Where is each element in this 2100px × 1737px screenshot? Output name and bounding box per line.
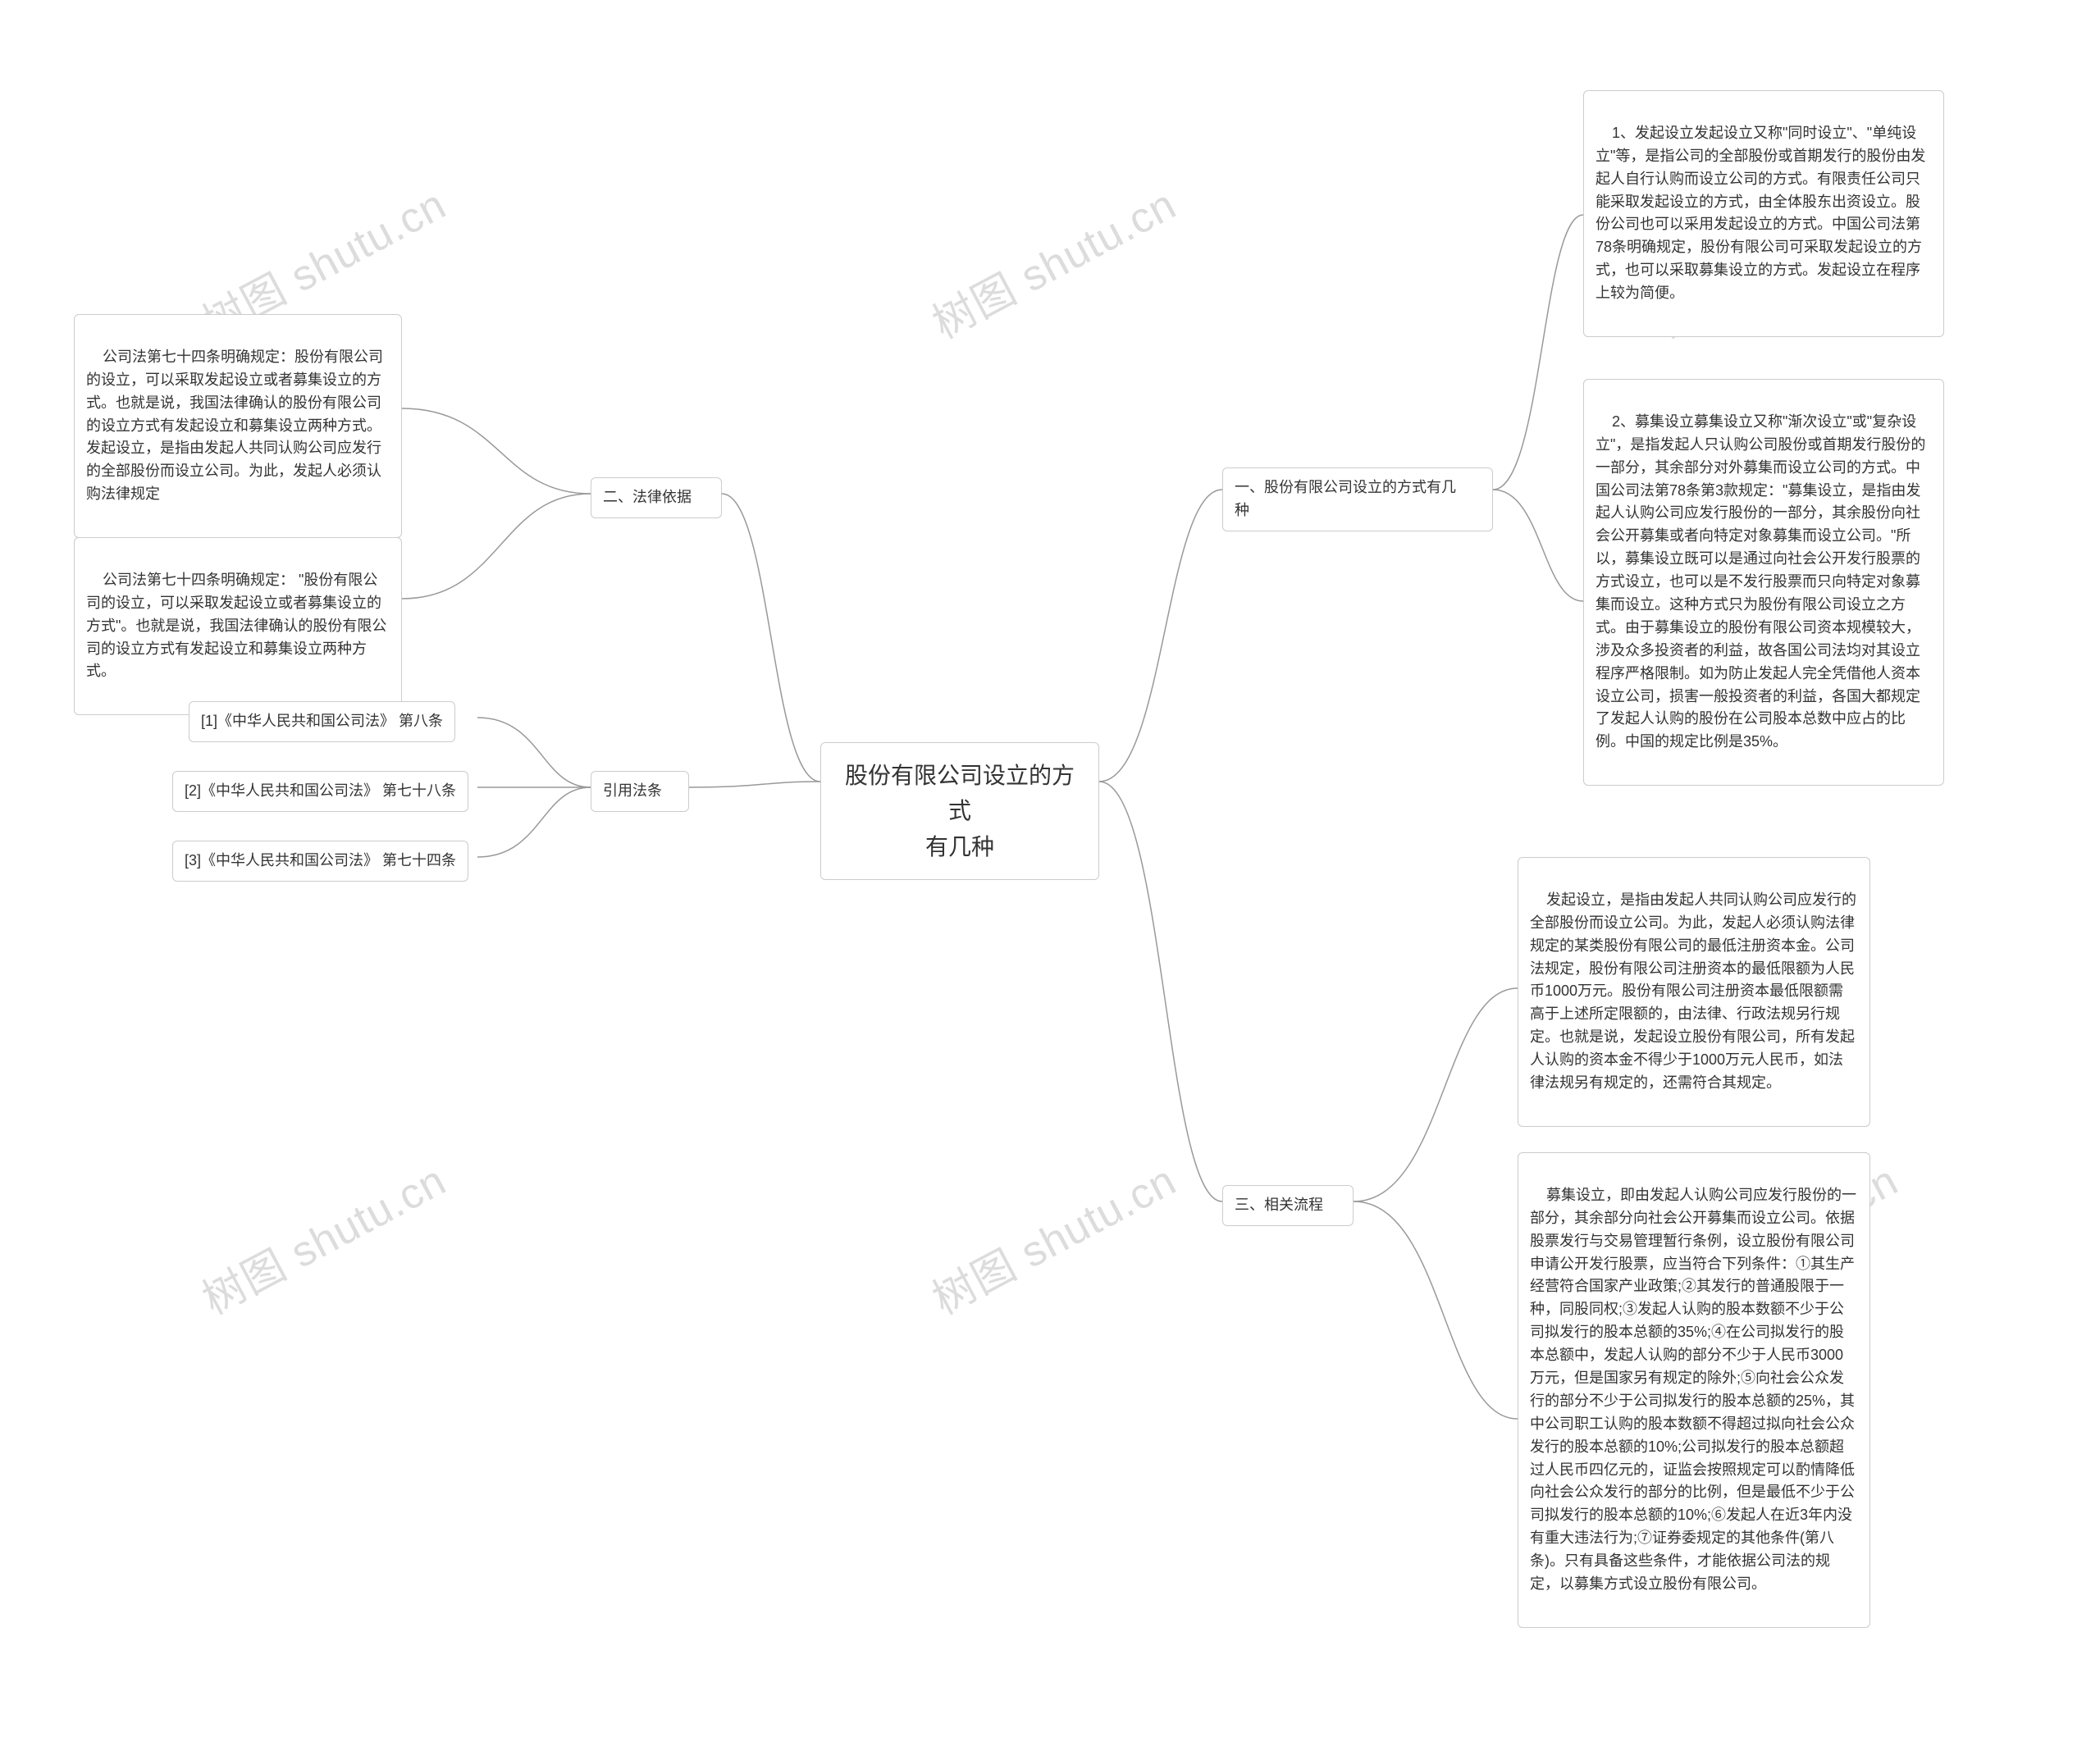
leaf-cite-1[interactable]: [1]《中华人民共和国公司法》 第八条 [189, 701, 455, 742]
leaf-s2c2[interactable]: 公司法第七十四条明确规定： "股份有限公司的设立，可以采取发起设立或者募集设立的… [74, 537, 402, 715]
leaf-cite-2[interactable]: [2]《中华人民共和国公司法》 第七十八条 [172, 771, 468, 812]
mindmap-canvas: 树图 shutu.cn 树图 shutu.cn 树图 shutu.cn 树图 s… [0, 0, 2100, 1737]
leaf-s3c1[interactable]: 发起设立，是指由发起人共同认购公司应发行的全部股份而设立公司。为此，发起人必须认… [1518, 857, 1870, 1127]
watermark: 树图 shutu.cn [920, 171, 1185, 350]
leaf-s1c1[interactable]: 1、发起设立发起设立又称"同时设立"、"单纯设立"等，是指公司的全部股份或首期发… [1583, 90, 1944, 337]
watermark: 树图 shutu.cn [920, 1147, 1185, 1326]
branch-section3[interactable]: 三、相关流程 [1222, 1185, 1354, 1226]
branch-cites[interactable]: 引用法条 [591, 771, 689, 812]
watermark: 树图 shutu.cn [189, 1147, 454, 1326]
root-node[interactable]: 股份有限公司设立的方式 有几种 [820, 742, 1099, 880]
leaf-s3c2-text: 募集设立，即由发起人认购公司应发行股份的一部分，其余部分向社会公开募集而设立公司… [1530, 1187, 1856, 1592]
leaf-cite-2-text: [2]《中华人民共和国公司法》 第七十八条 [185, 782, 456, 799]
leaf-s3c2[interactable]: 募集设立，即由发起人认购公司应发行股份的一部分，其余部分向社会公开募集而设立公司… [1518, 1152, 1870, 1628]
branch-section2-label: 二、法律依据 [603, 489, 692, 505]
leaf-s2c1-text: 公司法第七十四条明确规定：股份有限公司的设立，可以采取发起设立或者募集设立的方式… [86, 349, 383, 502]
leaf-cite-1-text: [1]《中华人民共和国公司法》 第八条 [201, 713, 443, 729]
leaf-s1c2[interactable]: 2、募集设立募集设立又称"渐次设立"或"复杂设立"，是指发起人只认购公司股份或首… [1583, 379, 1944, 786]
branch-section1-label: 一、股份有限公司设立的方式有几 种 [1235, 479, 1456, 518]
leaf-s2c1[interactable]: 公司法第七十四条明确规定：股份有限公司的设立，可以采取发起设立或者募集设立的方式… [74, 314, 402, 538]
leaf-s1c2-text: 2、募集设立募集设立又称"渐次设立"或"复杂设立"，是指发起人只认购公司股份或首… [1596, 413, 1925, 750]
branch-cites-label: 引用法条 [603, 782, 662, 799]
leaf-cite-3[interactable]: [3]《中华人民共和国公司法》 第七十四条 [172, 841, 468, 882]
branch-section1[interactable]: 一、股份有限公司设立的方式有几 种 [1222, 467, 1493, 531]
branch-section2[interactable]: 二、法律依据 [591, 477, 722, 518]
branch-section3-label: 三、相关流程 [1235, 1197, 1323, 1213]
leaf-s2c2-text: 公司法第七十四条明确规定： "股份有限公司的设立，可以采取发起设立或者募集设立的… [86, 572, 386, 680]
leaf-s3c1-text: 发起设立，是指由发起人共同认购公司应发行的全部股份而设立公司。为此，发起人必须认… [1530, 891, 1856, 1091]
leaf-cite-3-text: [3]《中华人民共和国公司法》 第七十四条 [185, 852, 456, 868]
root-label: 股份有限公司设立的方式 有几种 [845, 763, 1075, 859]
leaf-s1c1-text: 1、发起设立发起设立又称"同时设立"、"单纯设立"等，是指公司的全部股份或首期发… [1596, 125, 1925, 301]
